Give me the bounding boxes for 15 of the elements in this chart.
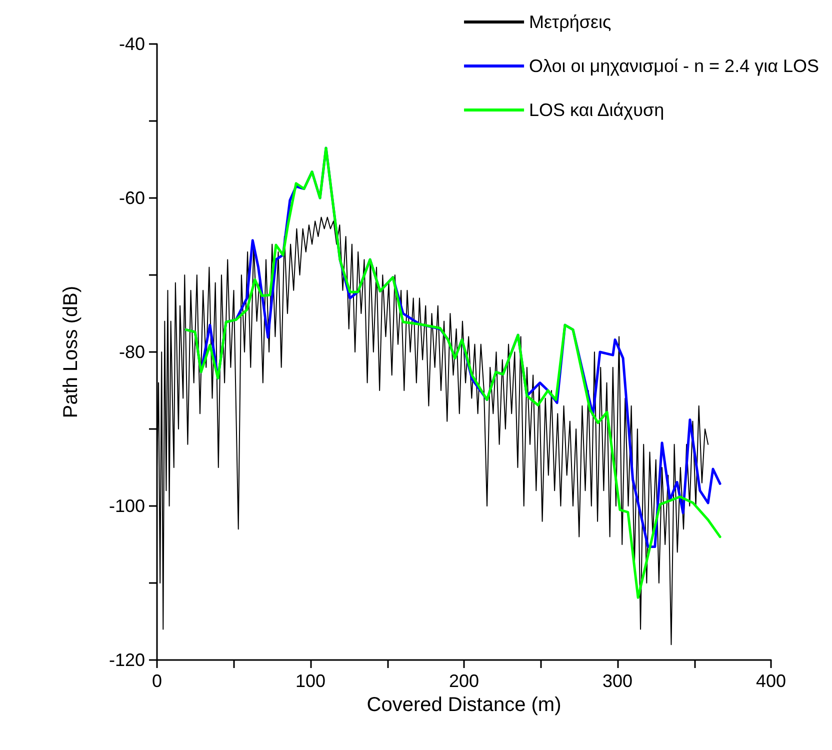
y-axis-title: Path Loss (dB)	[60, 286, 82, 418]
x-tick-label: 100	[295, 671, 326, 691]
y-tick-label: -120	[108, 650, 145, 670]
y-tick-label: -40	[118, 34, 145, 54]
y-tick-label: -100	[108, 496, 145, 516]
y-tick-label: -60	[118, 188, 145, 208]
x-tick-label: 300	[602, 671, 633, 691]
x-axis-title: Covered Distance (m)	[366, 694, 562, 716]
legend-label: LOS και Διάχυση	[529, 100, 664, 120]
x-tick-label: 200	[448, 671, 480, 691]
legend-label: Μετρήσεις	[529, 12, 612, 32]
x-tick-label: 400	[756, 671, 786, 691]
y-tick-label: -80	[118, 342, 145, 362]
legend-label: Ολοι οι μηχανισμοί - n = 2.4 για LOS	[529, 56, 820, 76]
x-tick-label: 0	[152, 671, 162, 691]
